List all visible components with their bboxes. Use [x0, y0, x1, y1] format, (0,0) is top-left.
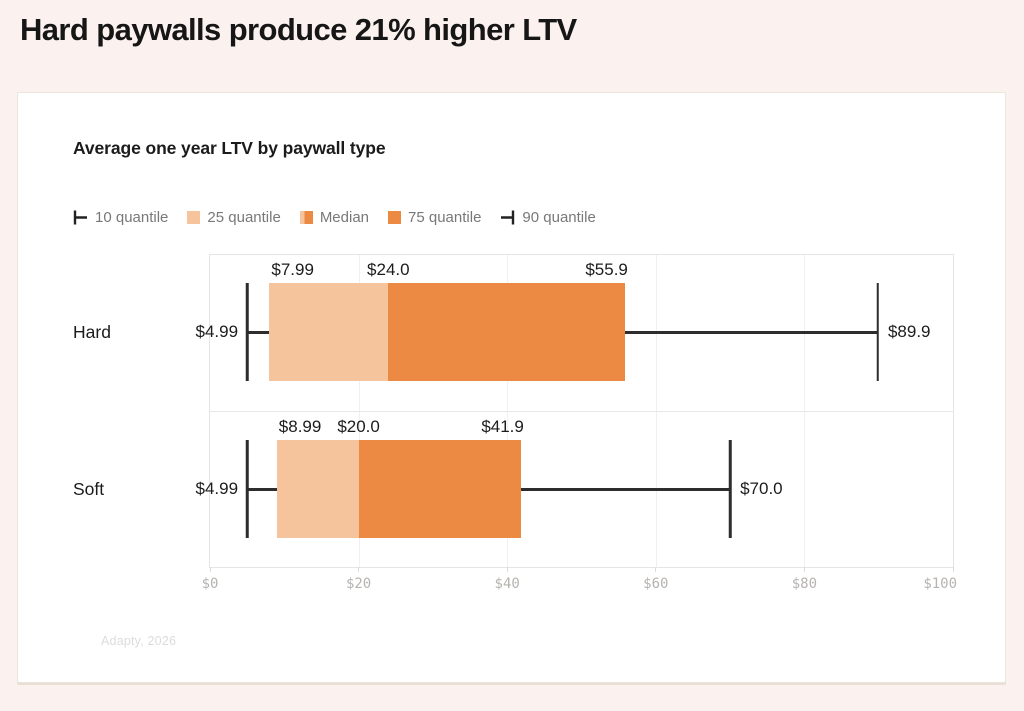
axis-tick-label: $40 [494, 576, 520, 592]
legend-label: 10 quantile [95, 209, 169, 226]
whisker-right-icon [501, 210, 515, 225]
category-label-soft: Soft [73, 479, 105, 499]
box-25-to-median [276, 440, 359, 538]
label-q90: $89.9 [887, 322, 931, 341]
label-q75: $41.9 [481, 417, 524, 436]
label-median: $20.0 [337, 417, 380, 436]
legend-item-75-quantile: 75 quantile [388, 209, 481, 226]
legend-swatch-icon [299, 211, 313, 224]
label-q75: $55.9 [585, 260, 628, 279]
legend-item-90-quantile: 90 quantile [500, 209, 596, 226]
legend-label: 75 quantile [408, 209, 482, 226]
axis-tick-label: $0 [201, 576, 219, 592]
axis-tick [952, 567, 954, 572]
whisker-cap-10 [245, 440, 249, 538]
legend-swatch-icon [388, 211, 402, 224]
whisker-line-low [247, 331, 270, 334]
plot-area: $0 $20 $40 $60 $80 $100 $4.99 $7.99 $24.0 $55.9 $8… [196, 254, 957, 592]
axis-tick-label: $100 [923, 576, 958, 592]
legend-swatch-icon [187, 211, 201, 224]
axis-tick [506, 567, 508, 572]
label-median: $24.0 [367, 260, 410, 279]
legend-label: Median [319, 209, 370, 226]
box-median-to-75 [388, 283, 626, 381]
label-q25: $8.99 [278, 417, 322, 436]
chart-legend: 10 quantile 25 quantile Median 75 quantile 9… [73, 209, 596, 226]
whisker-cap-10 [245, 283, 249, 381]
category-label-hard: Hard [73, 322, 111, 342]
box-median-to-75 [358, 440, 522, 538]
whisker-line-high [625, 331, 878, 334]
legend-item-10-quantile: 10 quantile [73, 209, 168, 226]
label-q10: $4.99 [195, 322, 239, 341]
legend-label: 90 quantile [522, 209, 596, 226]
legend-item-25-quantile: 25 quantile [187, 209, 281, 226]
whisker-line-low [247, 488, 277, 491]
box-25-to-median [269, 283, 389, 381]
boxplot-row-soft: $4.99 $8.99 $20.0 $41.9 $70.0 [196, 412, 953, 569]
category-labels: Hard Soft [73, 254, 203, 568]
whisker-cap-90 [728, 440, 732, 538]
whisker-cap-90 [876, 283, 880, 381]
axis-tick [655, 567, 657, 572]
chart-title: Average one year LTV by paywall type [73, 138, 386, 158]
source-caption: Adapty, 2026 [101, 634, 177, 648]
axis-tick [803, 567, 805, 572]
label-q10: $4.99 [195, 479, 239, 498]
boxplot-row-hard: $4.99 $7.99 $24.0 $55.9 $89.9 [196, 255, 953, 412]
whisker-left-icon [73, 210, 87, 225]
legend-label: 25 quantile [207, 209, 281, 226]
axis-tick [209, 567, 211, 572]
label-q90: $70.0 [740, 479, 783, 498]
whisker-line-high [521, 488, 731, 491]
axis-tick [358, 567, 360, 572]
axis-tick-label: $80 [791, 576, 818, 592]
axis-tick-label: $20 [345, 576, 372, 592]
legend-item-median: Median [299, 209, 370, 226]
axis-tick-label: $60 [643, 576, 669, 592]
label-q25: $7.99 [271, 260, 314, 279]
page-title: Hard paywalls produce 21% higher LTV [20, 12, 577, 47]
row-separator [210, 411, 953, 412]
chart-card: Average one year LTV by paywall type 10 … [17, 92, 1006, 683]
